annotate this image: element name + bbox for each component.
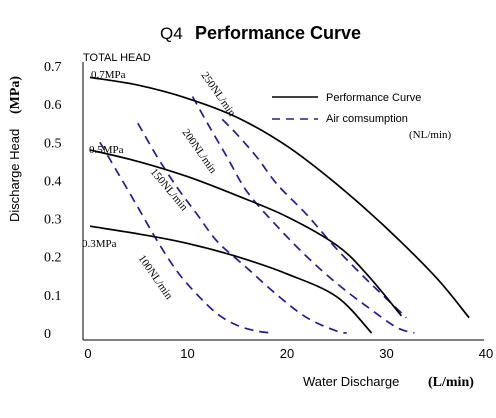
y-tick-label: 0.3 bbox=[44, 213, 62, 228]
chart-title-model: Q4 bbox=[160, 24, 183, 43]
pressure-label: 0.7MPa bbox=[91, 69, 126, 81]
x-tick-label: 30 bbox=[379, 346, 393, 361]
performance-curve-0.5mpa bbox=[89, 149, 403, 317]
y-tick-label: 0.7 bbox=[44, 60, 62, 75]
y-tick-label: 0.5 bbox=[44, 136, 62, 151]
curve-labels: 0.7MPa0.5MPa0.3MPa100NL/min150NL/min200N… bbox=[82, 69, 238, 302]
air-flow-label: 150NL/min bbox=[148, 166, 191, 213]
air-curve-100nl-min bbox=[99, 141, 274, 334]
air-flow-label: 250NL/min bbox=[199, 70, 239, 119]
air-curve-200nl-min bbox=[191, 96, 415, 334]
y-axis-unit: (MPa) bbox=[8, 76, 23, 114]
legend-air-label: Air comsumption bbox=[326, 113, 408, 125]
legend: Performance Curve Air comsumption (NL/mi… bbox=[272, 92, 451, 141]
total-head-label: TOTAL HEAD bbox=[83, 52, 151, 64]
y-tick-label: 0.6 bbox=[44, 98, 62, 113]
x-tick-label: 10 bbox=[180, 346, 194, 361]
air-flow-label: 200NL/min bbox=[180, 127, 220, 176]
y-tick-label: 0.1 bbox=[44, 289, 62, 304]
pressure-label: 0.3MPa bbox=[82, 238, 117, 250]
performance-curve-0.3mpa bbox=[89, 225, 373, 334]
x-axis-label: Water Discharge bbox=[303, 374, 399, 389]
legend-air-unit: (NL/min) bbox=[409, 129, 451, 141]
x-tick-labels: 0 10 20 30 40 bbox=[84, 346, 493, 361]
legend-performance-label: Performance Curve bbox=[326, 92, 421, 104]
air-curve-250nl-min bbox=[221, 118, 407, 319]
chart-title: Performance Curve bbox=[195, 23, 361, 43]
y-tick-labels: 0 0.1 0.2 0.3 0.4 0.5 0.6 0.7 bbox=[44, 60, 62, 342]
pressure-label: 0.5MPa bbox=[89, 144, 124, 156]
y-tick-label: 0 bbox=[44, 327, 51, 342]
performance-curves bbox=[89, 76, 470, 334]
y-tick-label: 0.2 bbox=[44, 251, 62, 266]
air-curve-150nl-min bbox=[137, 122, 347, 334]
x-tick-label: 0 bbox=[84, 346, 91, 361]
x-axis-unit: (L/min) bbox=[428, 375, 474, 390]
y-tick-label: 0.4 bbox=[44, 174, 62, 189]
air-consumption-curves bbox=[99, 96, 415, 334]
performance-curve-0.7mpa bbox=[89, 76, 470, 319]
x-tick-label: 20 bbox=[280, 346, 294, 361]
y-axis-label: Discharge Head bbox=[7, 129, 22, 222]
x-tick-label: 40 bbox=[479, 346, 493, 361]
